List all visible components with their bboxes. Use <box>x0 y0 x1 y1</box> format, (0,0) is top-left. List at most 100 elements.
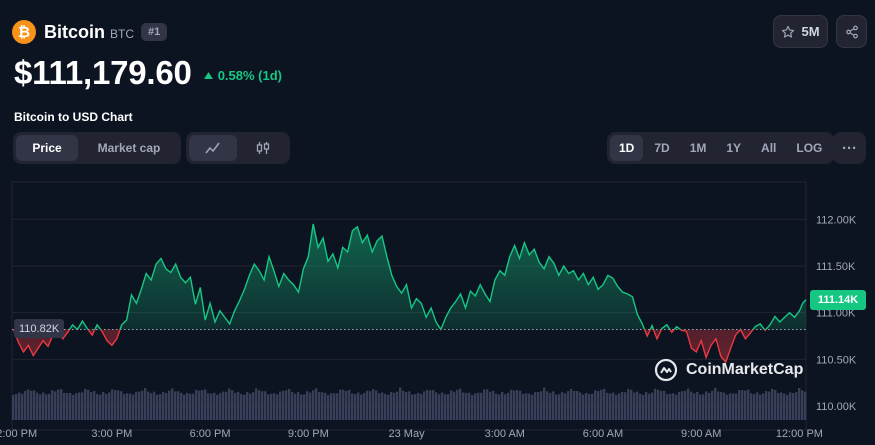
range-1d[interactable]: 1D <box>610 135 644 161</box>
volume-bar <box>654 388 657 420</box>
volume-bar <box>438 394 441 420</box>
volume-bar <box>588 393 591 420</box>
y-axis: 110.00K 110.50K 111.00K 111.50K 112.00K <box>816 214 857 413</box>
volume-bar <box>204 389 207 420</box>
volume-bar <box>342 389 345 420</box>
volume-bar <box>486 389 489 420</box>
volume-bar <box>378 393 381 420</box>
volume-bar <box>234 392 237 420</box>
volume-bar <box>612 392 615 420</box>
volume-bar <box>417 392 420 420</box>
volume-bar <box>663 390 666 420</box>
volume-bar <box>366 390 369 420</box>
volume-bar <box>774 389 777 420</box>
volume-bar <box>354 394 357 420</box>
volume-bar <box>213 392 216 420</box>
volume-bar <box>552 391 555 420</box>
volume-bar <box>324 392 327 420</box>
volume-bar <box>744 390 747 420</box>
volume-bar <box>195 389 198 420</box>
volume-bar <box>705 391 708 420</box>
rank-badge: #1 <box>141 23 168 41</box>
volume-bar <box>18 392 21 420</box>
volume-bar <box>78 392 81 420</box>
range-7d[interactable]: 7D <box>654 141 670 155</box>
volume-bar <box>387 394 390 420</box>
range-all[interactable]: All <box>761 141 777 155</box>
volume-bar <box>678 392 681 420</box>
volume-bar <box>543 387 546 420</box>
volume-bar <box>690 391 693 420</box>
volume-bar <box>180 392 183 420</box>
volume-bar <box>450 390 453 420</box>
volume-bar <box>168 390 171 420</box>
volume-bar <box>729 393 732 420</box>
volume-bar <box>510 389 513 420</box>
volume-bar <box>681 391 684 420</box>
volume-bar <box>15 393 18 420</box>
volume-bar <box>171 388 174 420</box>
volume-bar <box>315 388 318 420</box>
volume-bar <box>117 390 120 420</box>
price-chart[interactable]: 110.00K 110.50K 111.00K 111.50K 112.00K <box>0 175 875 445</box>
volume-bar <box>561 392 564 420</box>
volume-bar <box>57 389 60 420</box>
current-price: $111,179.60 <box>14 54 192 91</box>
chart-title: Bitcoin to USD Chart <box>14 110 133 124</box>
volume-bar <box>279 391 282 420</box>
range-1y[interactable]: 1Y <box>726 141 742 155</box>
tab-market-cap[interactable]: Market cap <box>97 141 161 155</box>
volume-bar <box>159 394 162 420</box>
volume-bar <box>135 391 138 420</box>
volume-bar <box>549 392 552 420</box>
tab-price[interactable]: Price <box>16 135 78 161</box>
volume-bar <box>327 394 330 420</box>
volume-bar <box>294 393 297 420</box>
range-1m[interactable]: 1M <box>689 141 707 155</box>
volume-bar <box>615 394 618 420</box>
volume-bar <box>444 394 447 420</box>
volume-bar <box>792 393 795 420</box>
volume-bar <box>231 390 234 420</box>
volume-bar <box>114 390 117 420</box>
coinmarketcap-watermark: CoinMarketCap <box>654 358 803 382</box>
volume-bar <box>738 390 741 420</box>
volume-bar <box>357 392 360 420</box>
volume-bar <box>165 393 168 420</box>
volume-bar <box>333 393 336 420</box>
volume-bar <box>30 390 33 420</box>
header-actions: 5M <box>773 15 867 48</box>
caret-up-icon <box>203 71 213 79</box>
log-scale-toggle[interactable]: LOG <box>796 141 823 155</box>
more-options-button[interactable]: ··· <box>833 132 866 164</box>
volume-bar <box>87 389 90 420</box>
share-button[interactable] <box>836 15 867 48</box>
volume-bar <box>237 391 240 420</box>
volume-bar <box>606 392 609 420</box>
coin-name: Bitcoin <box>44 21 105 42</box>
watchlist-button[interactable]: 5M <box>773 15 828 48</box>
volume-bar <box>600 389 603 420</box>
volume-bar <box>504 394 507 420</box>
candlestick-chart-button[interactable] <box>239 135 287 161</box>
volume-bar <box>597 390 600 420</box>
volume-bar <box>210 393 213 420</box>
volume-bar <box>777 393 780 420</box>
volume-bar <box>276 394 279 420</box>
line-chart-button[interactable] <box>189 135 237 161</box>
volume-bar <box>174 391 177 420</box>
volume-bar <box>708 392 711 420</box>
volume-bar <box>309 392 312 420</box>
volume-bar <box>750 393 753 420</box>
volume-bar <box>804 391 807 420</box>
price-area-below-baseline <box>13 329 806 363</box>
volume-bar <box>459 388 462 420</box>
y-tick-label: 111.00K <box>816 308 856 320</box>
volume-bar <box>498 394 501 420</box>
volume-bar <box>60 389 63 420</box>
volume-bar <box>558 394 561 420</box>
volume-bar <box>492 390 495 420</box>
volume-bar <box>153 391 156 420</box>
volume-bar <box>567 391 570 420</box>
volume-bar <box>759 394 762 420</box>
